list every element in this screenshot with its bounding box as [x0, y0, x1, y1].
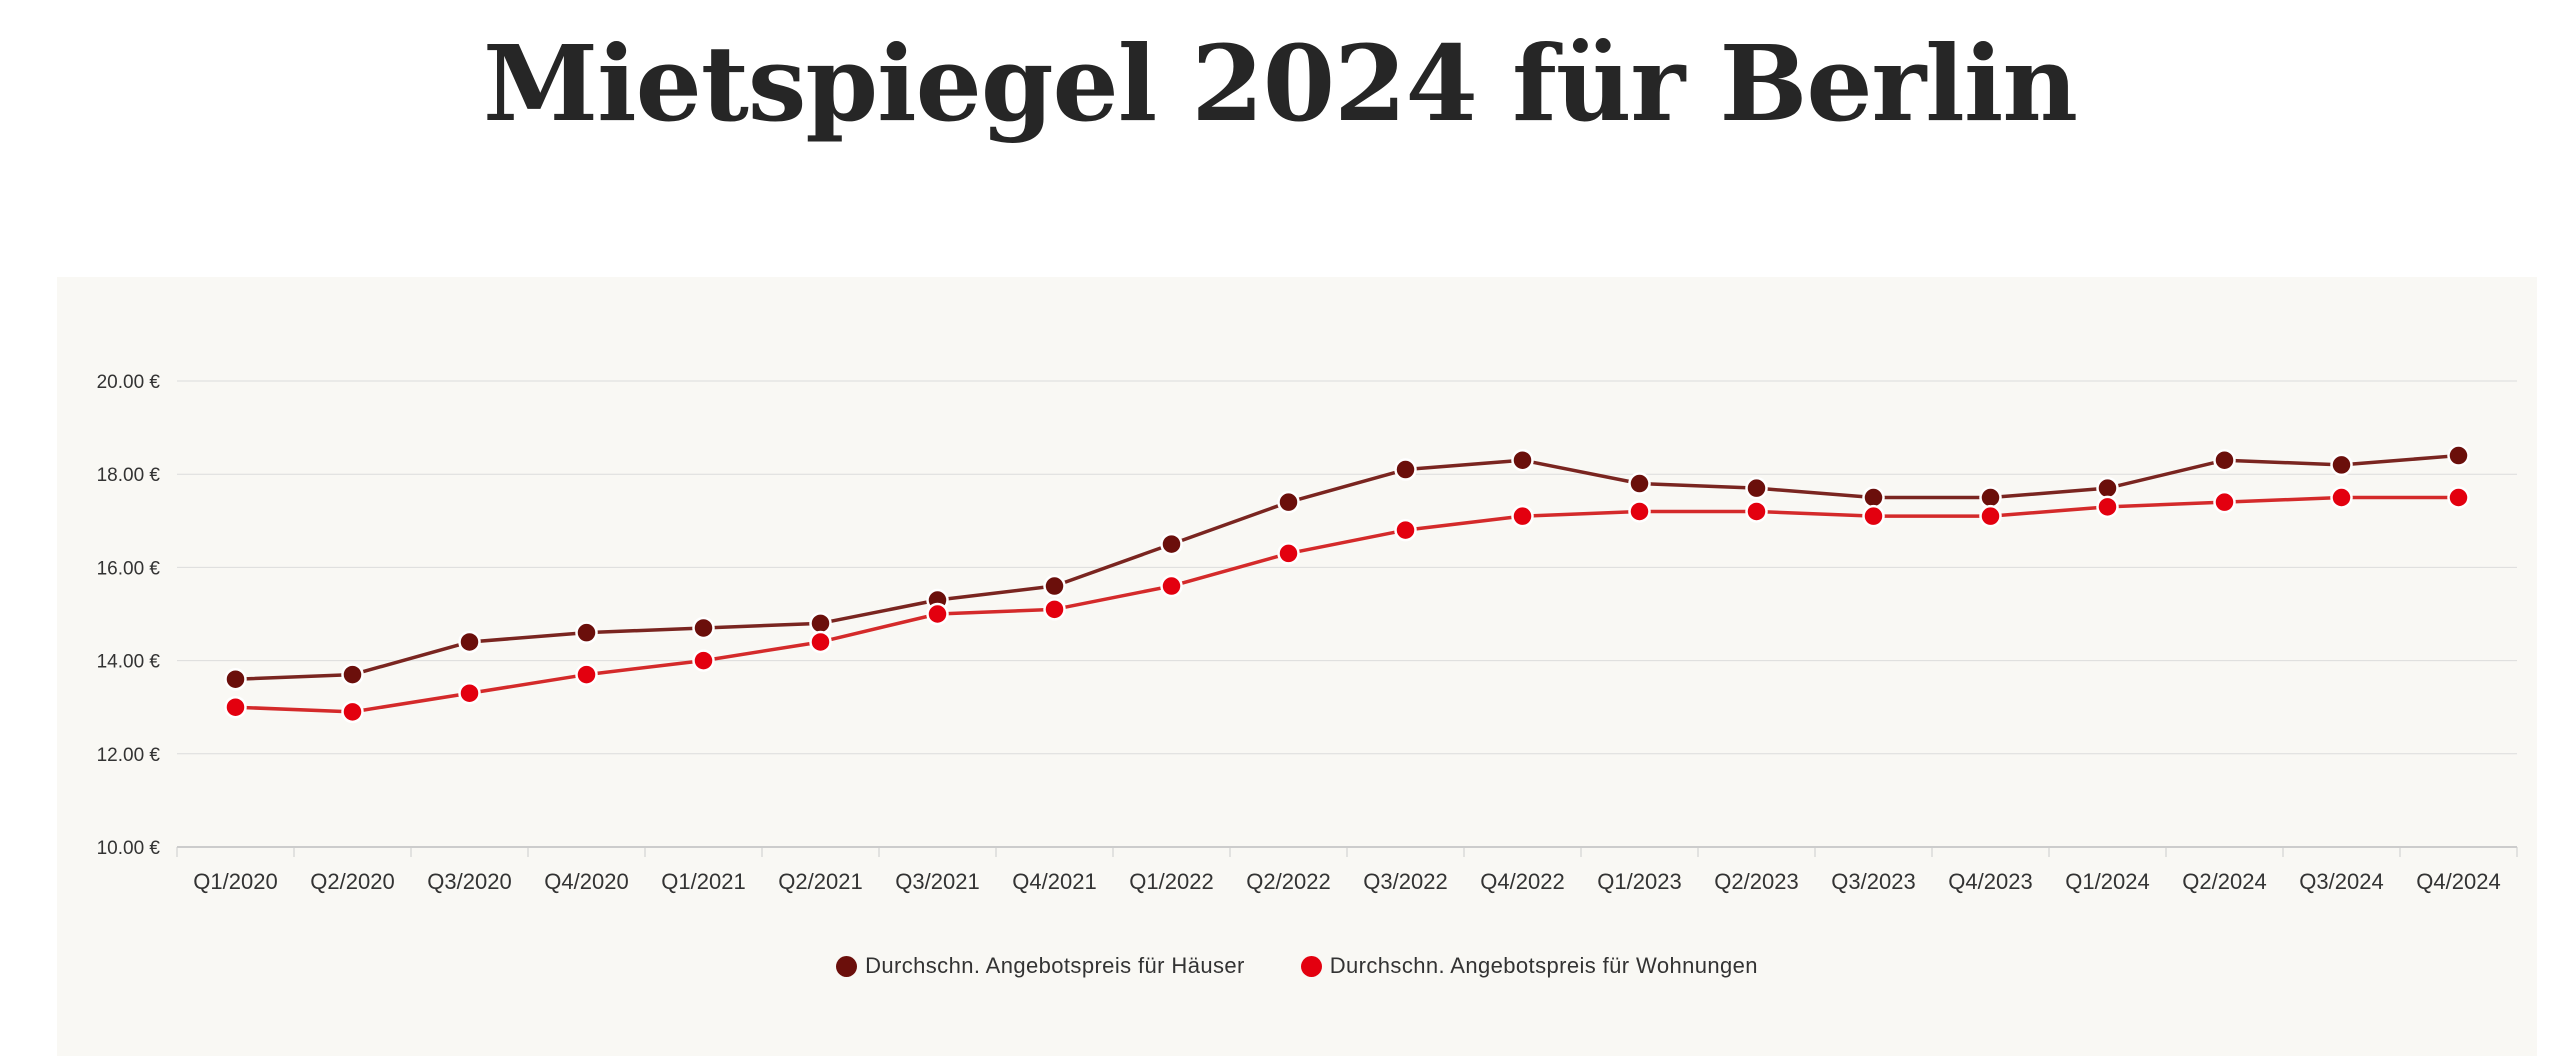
data-point[interactable] [1277, 490, 1300, 514]
y-tick-label: 16.00 € [97, 558, 161, 579]
x-tick-label: Q1/2022 [1129, 869, 1213, 894]
data-point[interactable] [1160, 532, 1183, 556]
x-tick-label: Q3/2020 [427, 869, 511, 894]
data-point[interactable] [809, 630, 832, 654]
data-point[interactable] [575, 663, 598, 686]
x-tick-label: Q3/2023 [1831, 869, 1915, 894]
x-tick-label: Q2/2021 [778, 869, 862, 894]
x-axis: Q1/2020 Q2/2020 Q3/2020 Q4/2020 Q1/2021 Q2/20… [176, 846, 2518, 894]
data-point[interactable] [1394, 458, 1417, 481]
data-point[interactable] [1394, 518, 1417, 542]
data-point[interactable] [341, 700, 364, 724]
data-point[interactable] [458, 630, 481, 654]
data-point[interactable] [1043, 598, 1066, 621]
x-tick-label: Q4/2024 [2416, 869, 2500, 894]
legend-item-haeuser[interactable]: Durchschn. Angebotspreis für Häuser [836, 953, 1245, 979]
data-point[interactable] [1862, 486, 1885, 509]
chart-legend: Durchschn. Angebotspreis für Häuser Durc… [57, 953, 2537, 979]
y-tick-label: 20.00 € [97, 372, 161, 393]
x-tick-label: Q1/2020 [193, 869, 277, 894]
data-point[interactable] [692, 616, 715, 640]
x-tick-label: Q4/2023 [1948, 869, 2032, 894]
x-tick-label: Q4/2020 [544, 869, 628, 894]
series-wohnungen [224, 486, 2470, 724]
line-chart: 10.00 € 12.00 € 14.00 € 16.00 € 18.00 € 20.00… [97, 372, 2518, 894]
data-point[interactable] [224, 695, 247, 719]
x-tick-label: Q4/2022 [1480, 869, 1564, 894]
x-tick-label: Q1/2024 [2065, 869, 2149, 894]
x-tick-label: Q1/2021 [661, 869, 745, 894]
data-point[interactable] [575, 621, 598, 644]
data-point[interactable] [224, 667, 247, 691]
data-point[interactable] [809, 612, 832, 635]
data-point[interactable] [926, 602, 949, 626]
series-layer [224, 444, 2470, 724]
data-point[interactable] [1745, 500, 1768, 523]
x-tick-label: Q3/2021 [895, 869, 979, 894]
data-point[interactable] [1043, 574, 1066, 598]
y-tick-label: 18.00 € [97, 465, 161, 486]
data-point[interactable] [2096, 495, 2119, 519]
legend-marker-wohnungen [1300, 955, 1322, 977]
data-point[interactable] [1979, 486, 2002, 509]
x-tick-label: Q2/2024 [2182, 869, 2266, 894]
data-point[interactable] [1511, 504, 1534, 528]
data-point[interactable] [341, 663, 364, 686]
x-tick-label: Q3/2022 [1363, 869, 1447, 894]
x-tick-label: Q2/2020 [310, 869, 394, 894]
data-point[interactable] [1628, 472, 1651, 495]
legend-label-wohnungen: Durchschn. Angebotspreis für Wohnungen [1329, 953, 1758, 978]
data-point[interactable] [2213, 448, 2236, 472]
data-point[interactable] [1511, 448, 1534, 472]
data-point[interactable] [1277, 542, 1300, 565]
x-tick-label: Q4/2021 [1012, 869, 1096, 894]
x-tick-label: Q3/2024 [2299, 869, 2383, 894]
series-haeuser [224, 444, 2470, 691]
series-line [235, 495, 2459, 714]
series-line [235, 453, 2459, 681]
data-point[interactable] [1745, 476, 1768, 500]
grid-layer [177, 380, 2517, 755]
data-point[interactable] [1628, 500, 1651, 523]
data-point[interactable] [2447, 486, 2470, 509]
data-point[interactable] [1862, 504, 1885, 528]
x-tick-label: Q1/2023 [1597, 869, 1681, 894]
data-point[interactable] [2213, 490, 2236, 514]
data-point[interactable] [2447, 444, 2470, 467]
legend-marker-haeuser [836, 955, 858, 977]
y-tick-label: 12.00 € [97, 745, 161, 766]
legend-label-haeuser: Durchschn. Angebotspreis für Häuser [865, 953, 1245, 978]
x-tick-label: Q2/2023 [1714, 869, 1798, 894]
data-point[interactable] [692, 649, 715, 672]
x-tick-label: Q2/2022 [1246, 869, 1330, 894]
data-point[interactable] [2330, 453, 2353, 477]
page-title: Mietspiegel 2024 für Berlin [483, 22, 2078, 145]
y-axis: 10.00 € 12.00 € 14.00 € 16.00 € 18.00 € 20.00… [97, 372, 161, 859]
data-point[interactable] [1160, 574, 1183, 598]
chart-panel: 10.00 € 12.00 € 14.00 € 16.00 € 18.00 € 20.00… [57, 277, 2537, 1056]
legend-item-wohnungen[interactable]: Durchschn. Angebotspreis für Wohnungen [1300, 953, 1758, 979]
data-point[interactable] [1979, 504, 2002, 528]
data-point[interactable] [2096, 476, 2119, 500]
data-point[interactable] [458, 681, 481, 705]
y-tick-label: 14.00 € [97, 652, 161, 673]
data-point[interactable] [2330, 486, 2353, 509]
y-tick-label: 10.00 € [97, 838, 161, 859]
